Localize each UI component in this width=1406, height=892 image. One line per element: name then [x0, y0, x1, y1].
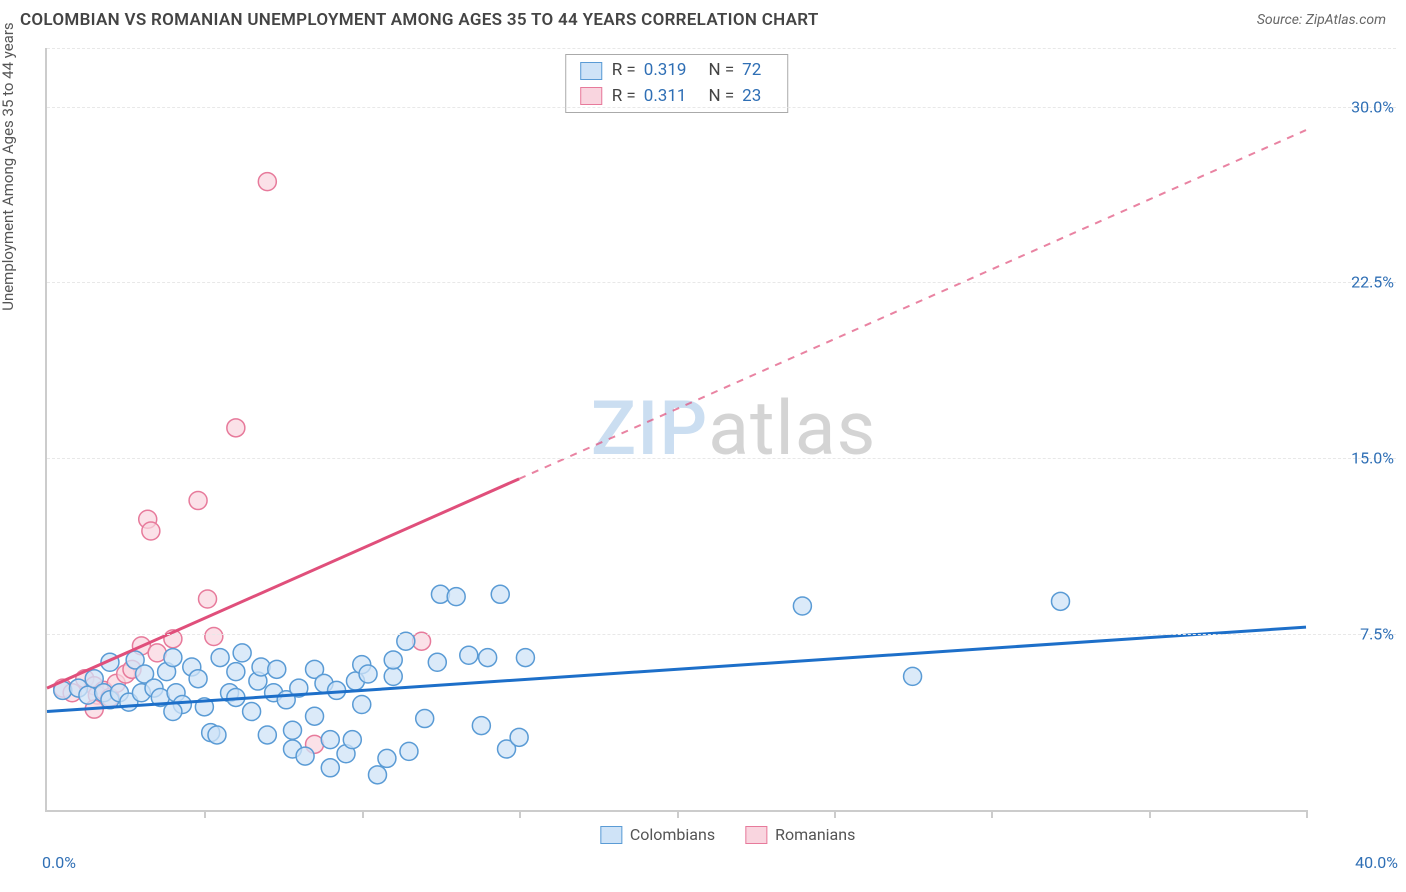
source-link[interactable]: ZipAtlas.com [1306, 12, 1386, 28]
legend-item-colombians: Colombians [600, 825, 715, 844]
x-tick [677, 810, 679, 818]
x-tick [1149, 810, 1151, 818]
chart-title: COLOMBIAN VS ROMANIAN UNEMPLOYMENT AMONG… [20, 10, 819, 30]
y-tick-label: 22.5% [1314, 273, 1394, 292]
legend-swatch-colombians [580, 62, 602, 80]
grid-line [47, 48, 1396, 49]
legend-swatch-colombians [600, 826, 622, 844]
chart-header: COLOMBIAN VS ROMANIAN UNEMPLOYMENT AMONG… [0, 0, 1406, 35]
stat-legend-row-romanians: R = 0.311 N = 23 [580, 84, 774, 110]
y-axis-label: Unemployment Among Ages 35 to 44 years [0, 22, 17, 310]
y-tick-label: 15.0% [1314, 449, 1394, 468]
grid-line [47, 458, 1396, 459]
x-tick [362, 810, 364, 818]
chart-container: ZIPatlas R = 0.319 N = 72 R = 0.311 N = … [45, 48, 1396, 852]
stat-legend: R = 0.319 N = 72 R = 0.311 N = 23 [565, 54, 789, 113]
y-tick-label: 7.5% [1314, 625, 1394, 644]
stat-legend-row-colombians: R = 0.319 N = 72 [580, 58, 774, 84]
x-max-label: 40.0% [1355, 853, 1398, 872]
x-tick [519, 810, 521, 818]
legend-item-romanians: Romanians [745, 825, 855, 844]
plot-area: ZIPatlas R = 0.319 N = 72 R = 0.311 N = … [45, 48, 1306, 812]
x-tick [204, 810, 206, 818]
y-tick-label: 30.0% [1314, 97, 1394, 116]
grid-line [47, 634, 1396, 635]
legend-swatch-romanians [580, 87, 602, 105]
legend-swatch-romanians [745, 826, 767, 844]
x-tick [991, 810, 993, 818]
grid-line [47, 282, 1396, 283]
chart-svg [47, 48, 1306, 810]
source-attribution: Source: ZipAtlas.com [1257, 12, 1386, 28]
x-tick [1306, 810, 1308, 818]
grid-line [47, 107, 1396, 108]
x-origin-label: 0.0% [42, 853, 76, 872]
x-tick [834, 810, 836, 818]
bottom-legend: Colombians Romanians [600, 825, 856, 844]
